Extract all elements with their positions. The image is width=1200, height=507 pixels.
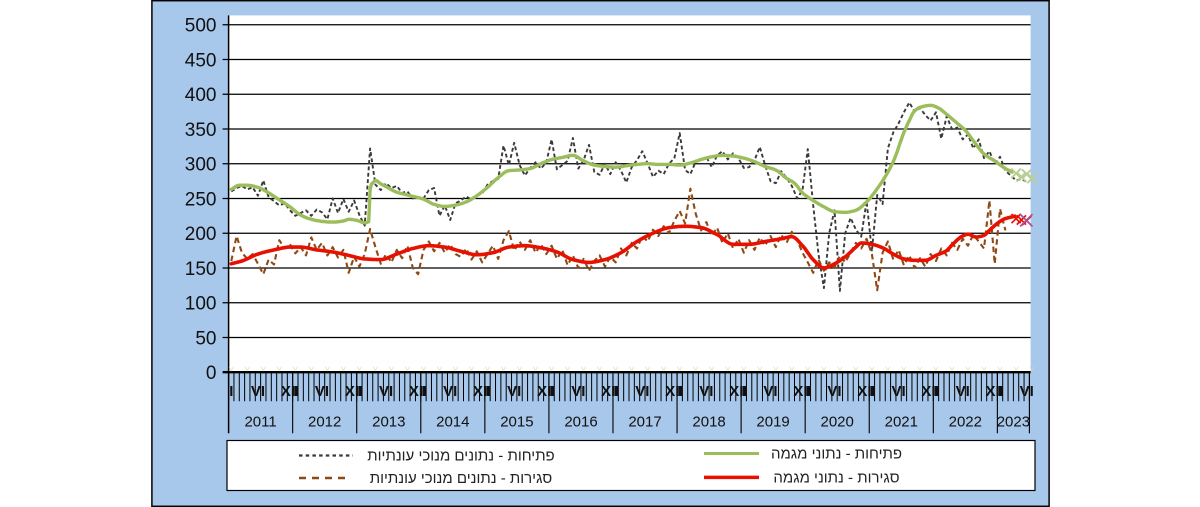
- svg-text:I: I: [870, 383, 874, 400]
- svg-text:0: 0: [206, 363, 217, 384]
- svg-text:150: 150: [185, 259, 217, 280]
- svg-text:VI: VI: [251, 383, 265, 400]
- svg-text:VI: VI: [635, 383, 649, 400]
- svg-text:200: 200: [185, 224, 217, 245]
- svg-text:XII: XII: [729, 383, 747, 400]
- svg-text:I: I: [998, 383, 1002, 400]
- svg-text:2022: 2022: [949, 414, 982, 431]
- svg-text:VI: VI: [956, 383, 970, 400]
- svg-text:XII: XII: [921, 383, 939, 400]
- svg-text:XII: XII: [409, 383, 427, 400]
- svg-text:פתיחות - נתוני מגמה: פתיחות - נתוני מגמה: [771, 446, 902, 463]
- svg-text:VI: VI: [763, 383, 777, 400]
- svg-text:2016: 2016: [564, 414, 597, 431]
- svg-text:VI: VI: [1020, 383, 1034, 400]
- svg-text:50: 50: [195, 328, 216, 349]
- svg-text:350: 350: [185, 120, 217, 141]
- svg-text:סגירות - נתוני מגמה: סגירות - נתוני מגמה: [773, 469, 899, 486]
- svg-text:I: I: [742, 383, 746, 400]
- svg-text:VI: VI: [827, 383, 841, 400]
- svg-text:2021: 2021: [885, 414, 918, 431]
- svg-text:2011: 2011: [244, 414, 276, 431]
- svg-text:I: I: [485, 383, 489, 400]
- svg-text:VI: VI: [379, 383, 393, 400]
- svg-text:I: I: [229, 383, 233, 400]
- svg-text:250: 250: [185, 189, 217, 210]
- svg-text:400: 400: [185, 85, 217, 106]
- svg-text:VI: VI: [507, 383, 521, 400]
- svg-text:XII: XII: [345, 383, 363, 400]
- svg-text:2014: 2014: [436, 414, 469, 431]
- svg-text:I: I: [550, 383, 554, 400]
- svg-text:300: 300: [185, 155, 217, 176]
- svg-text:XII: XII: [665, 383, 683, 400]
- svg-text:I: I: [806, 383, 810, 400]
- svg-text:I: I: [934, 383, 938, 400]
- svg-text:XII: XII: [473, 383, 491, 400]
- svg-text:2019: 2019: [756, 414, 789, 431]
- svg-text:450: 450: [185, 50, 217, 71]
- svg-text:VI: VI: [892, 383, 906, 400]
- svg-text:I: I: [293, 383, 297, 400]
- svg-text:500: 500: [185, 16, 217, 37]
- svg-text:VI: VI: [571, 383, 585, 400]
- svg-text:סגירות - נתונים מנוכי עונתיות: סגירות - נתונים מנוכי עונתיות: [370, 470, 553, 487]
- svg-text:XII: XII: [601, 383, 619, 400]
- svg-text:VI: VI: [315, 383, 329, 400]
- svg-text:VI: VI: [699, 383, 713, 400]
- svg-text:XII: XII: [281, 383, 299, 400]
- svg-text:XII: XII: [986, 383, 1004, 400]
- svg-text:2023: 2023: [997, 414, 1030, 431]
- svg-text:2020: 2020: [821, 414, 854, 431]
- svg-text:I: I: [421, 383, 425, 400]
- svg-text:XII: XII: [793, 383, 811, 400]
- svg-text:פתיחות - נתונים מנוכי עונתיות: פתיחות - נתונים מנוכי עונתיות: [367, 448, 554, 465]
- svg-text:100: 100: [185, 294, 217, 315]
- svg-text:I: I: [357, 383, 361, 400]
- svg-text:2012: 2012: [308, 414, 341, 431]
- svg-text:XII: XII: [537, 383, 555, 400]
- svg-text:VI: VI: [443, 383, 457, 400]
- svg-text:2017: 2017: [628, 414, 661, 431]
- svg-text:2013: 2013: [372, 414, 405, 431]
- svg-text:2018: 2018: [692, 414, 725, 431]
- svg-text:XII: XII: [857, 383, 875, 400]
- svg-text:2015: 2015: [500, 414, 533, 431]
- svg-text:I: I: [678, 383, 682, 400]
- svg-text:I: I: [614, 383, 618, 400]
